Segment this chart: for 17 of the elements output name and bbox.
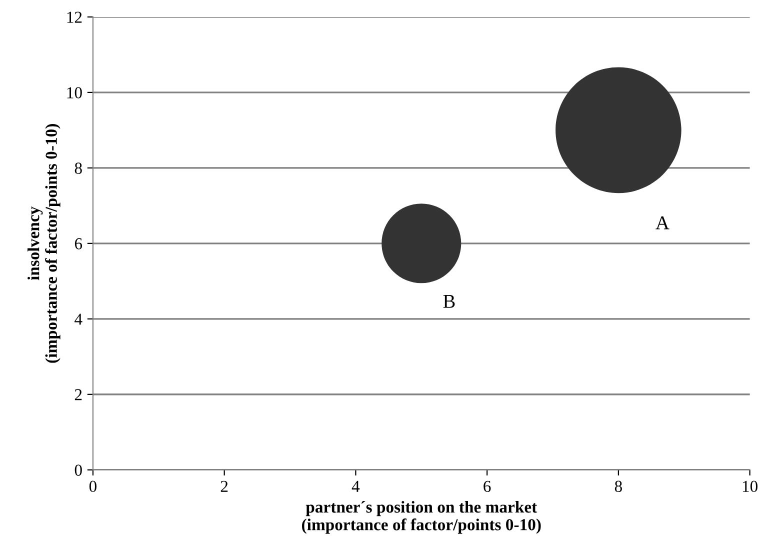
x-tick-label: 6 bbox=[484, 480, 491, 492]
y-tick-label: 2 bbox=[74, 389, 82, 400]
x-tick-label: 2 bbox=[220, 480, 228, 492]
x-tick-label: 4 bbox=[352, 480, 360, 492]
y-axis-title: insolvency (importance of factor/points 0-10) bbox=[28, 124, 60, 363]
y-tick-label: 10 bbox=[67, 87, 82, 98]
x-tick-label: 0 bbox=[89, 480, 96, 492]
x-axis-title: partner´s position on the market (importance of factor/points 0-10) bbox=[302, 500, 541, 534]
y-tick-label: 6 bbox=[74, 238, 82, 250]
x-tick-label: 8 bbox=[614, 480, 622, 492]
y-tick-label: 8 bbox=[74, 162, 82, 174]
series-label: A bbox=[656, 216, 670, 230]
y-tick-label: 0 bbox=[74, 464, 82, 476]
y-tick-label: 4 bbox=[74, 314, 82, 325]
series-label: B bbox=[443, 295, 455, 308]
y-tick-label: 12 bbox=[67, 12, 82, 23]
x-tick-label: 10 bbox=[742, 480, 758, 492]
